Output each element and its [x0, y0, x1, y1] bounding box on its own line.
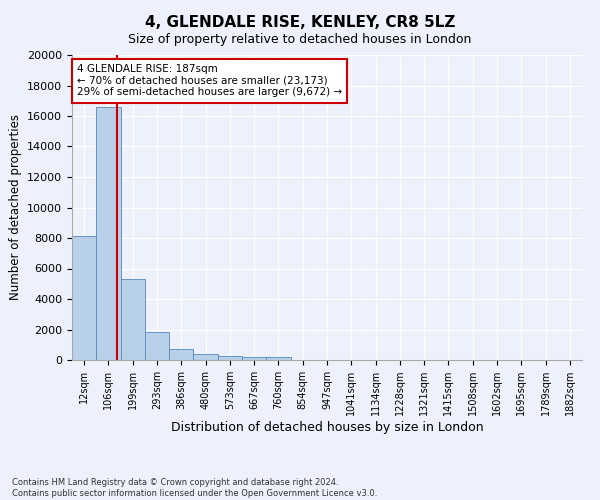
Text: 4, GLENDALE RISE, KENLEY, CR8 5LZ: 4, GLENDALE RISE, KENLEY, CR8 5LZ — [145, 15, 455, 30]
Bar — [169, 350, 193, 360]
Bar — [96, 107, 121, 360]
Bar — [72, 236, 96, 360]
Bar — [121, 279, 145, 360]
Text: 4 GLENDALE RISE: 187sqm
← 70% of detached houses are smaller (23,173)
29% of sem: 4 GLENDALE RISE: 187sqm ← 70% of detache… — [77, 64, 342, 98]
Bar — [145, 332, 169, 360]
Y-axis label: Number of detached properties: Number of detached properties — [8, 114, 22, 300]
Bar — [218, 356, 242, 360]
Bar — [193, 354, 218, 360]
Text: Size of property relative to detached houses in London: Size of property relative to detached ho… — [128, 32, 472, 46]
Text: Contains HM Land Registry data © Crown copyright and database right 2024.
Contai: Contains HM Land Registry data © Crown c… — [12, 478, 377, 498]
Bar — [242, 357, 266, 360]
X-axis label: Distribution of detached houses by size in London: Distribution of detached houses by size … — [170, 421, 484, 434]
Bar — [266, 358, 290, 360]
